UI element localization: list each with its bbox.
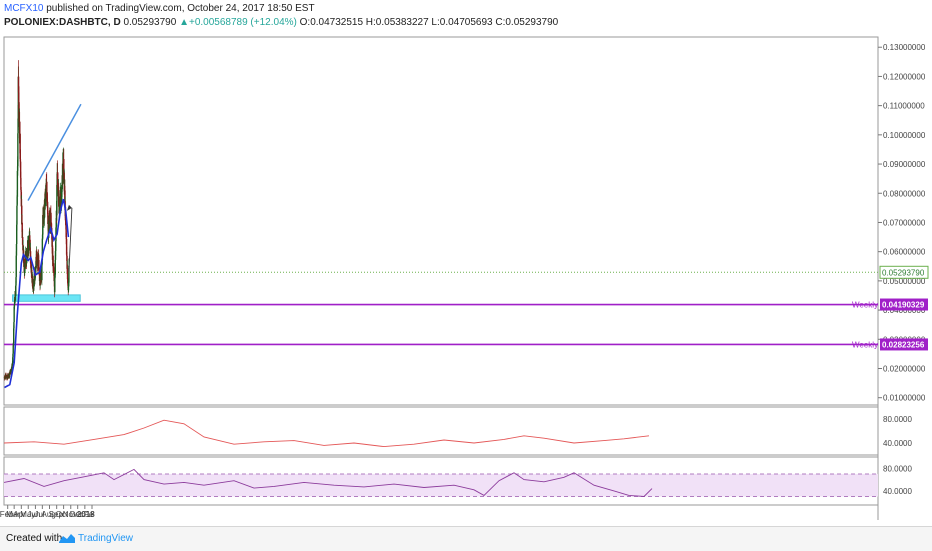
chart-header: MCFX10 published on TradingView.com, Oct…	[4, 2, 558, 30]
time-tick-label: 2018	[77, 510, 95, 519]
publish-line: MCFX10 published on TradingView.com, Oct…	[4, 2, 558, 16]
change-value: +0.00568789 (+12.04%)	[188, 17, 297, 28]
published-text: published on TradingView.com, October 24…	[43, 3, 315, 14]
price-tick-label: 0.11000000	[883, 102, 925, 111]
candle-body	[13, 328, 15, 344]
chart-canvas[interactable]: 0.010000000.020000000.030000000.04000000…	[0, 0, 932, 526]
candle-body	[41, 264, 43, 281]
time-tick-label: Nov	[63, 510, 77, 519]
price-tick-label: 0.08000000	[883, 189, 926, 198]
candle-body	[48, 219, 50, 231]
price-tick-label: 0.04000000	[883, 306, 926, 315]
moving-average-line	[4, 198, 70, 389]
candle-body	[68, 265, 70, 283]
ohlc-values: O:0.04732515 H:0.05383227 L:0.04705693 C…	[299, 17, 559, 28]
current-price-tag-value: 0.05293790	[882, 268, 925, 277]
up-arrow-icon: ▲	[179, 17, 189, 28]
time-tick-label: Aug	[42, 510, 56, 519]
candle-body	[19, 133, 21, 160]
price-tick-label: 0.02000000	[883, 364, 926, 373]
candle-body	[55, 227, 57, 242]
candle-body	[54, 277, 56, 293]
weekly-level-value: 0.04190329	[882, 301, 925, 310]
time-tick-label: Fe	[84, 510, 94, 519]
support-zone	[12, 294, 81, 302]
time-tick-label: Apr	[13, 510, 26, 519]
candle-body	[56, 184, 58, 216]
price-tick-label: 0.13000000	[883, 43, 926, 52]
price-tick-label: 0.09000000	[883, 160, 926, 169]
author-link[interactable]: MCFX10	[4, 3, 44, 14]
tradingview-brand-link[interactable]: TradingView	[78, 533, 134, 544]
candle-body	[41, 238, 44, 261]
rising-trendline	[27, 103, 82, 201]
time-tick-label: Sep	[49, 510, 64, 519]
rsi-line	[3, 468, 653, 497]
candle-body	[13, 306, 15, 323]
stoch-tick-label: 40.0000	[883, 439, 912, 448]
weekly-level-tag	[880, 298, 928, 311]
candle-body	[17, 76, 20, 93]
time-tick-label: May	[20, 510, 35, 519]
stoch-tick-label: 80.0000	[883, 415, 912, 424]
time-tick-label: Jun	[27, 510, 40, 519]
footer-bar: Created with TradingView	[0, 526, 932, 551]
projection-arrow	[68, 207, 73, 273]
price-tick-label: 0.12000000	[883, 72, 926, 81]
symbol-label: POLONIEX:DASHBTC, D	[4, 17, 121, 28]
price-tick-label: 0.10000000	[883, 131, 926, 140]
time-tick-label: Jul	[34, 510, 44, 519]
price-tick-label: 0.05000000	[883, 277, 926, 286]
rsi-tick-label: 80.0000	[883, 464, 912, 473]
price-tick-label: 0.07000000	[883, 218, 926, 227]
candle-body	[16, 170, 19, 197]
symbol-line: POLONIEX:DASHBTC, D 0.05293790 ▲+0.00568…	[4, 16, 558, 30]
price-tick-label: 0.06000000	[883, 248, 926, 257]
weekly-level-tag	[880, 338, 928, 351]
weekly-level-value: 0.02823256	[882, 340, 925, 349]
time-tick-label: Feb	[0, 510, 14, 519]
candle-body	[54, 259, 56, 275]
rsi-tick-label: 40.0000	[883, 487, 912, 496]
tradingview-logo-icon[interactable]	[58, 531, 76, 545]
candle-body	[15, 255, 17, 278]
price-tick-label: 0.01000000	[883, 394, 926, 403]
time-tick-label: Oct	[56, 510, 69, 519]
candle-body	[16, 224, 18, 245]
candle-body	[17, 133, 19, 167]
candle-body	[12, 345, 14, 354]
created-with-text: Created with	[6, 533, 63, 544]
current-price-tag	[879, 265, 929, 279]
candle-body	[19, 161, 22, 178]
projection-arrowhead	[66, 204, 72, 211]
main-pane-frame	[3, 36, 879, 406]
rsi-band	[4, 473, 878, 497]
time-tick-label: Dec	[70, 510, 84, 519]
candle-body	[12, 357, 14, 364]
candle-body	[15, 285, 17, 296]
time-tick-label: Mar	[6, 510, 20, 519]
close-value: 0.05293790	[123, 17, 177, 28]
weekly-level-label: Weekly	[852, 301, 878, 310]
stoch-line	[3, 419, 650, 448]
weekly-level-label: Weekly	[852, 340, 878, 349]
candle-body	[16, 205, 18, 225]
